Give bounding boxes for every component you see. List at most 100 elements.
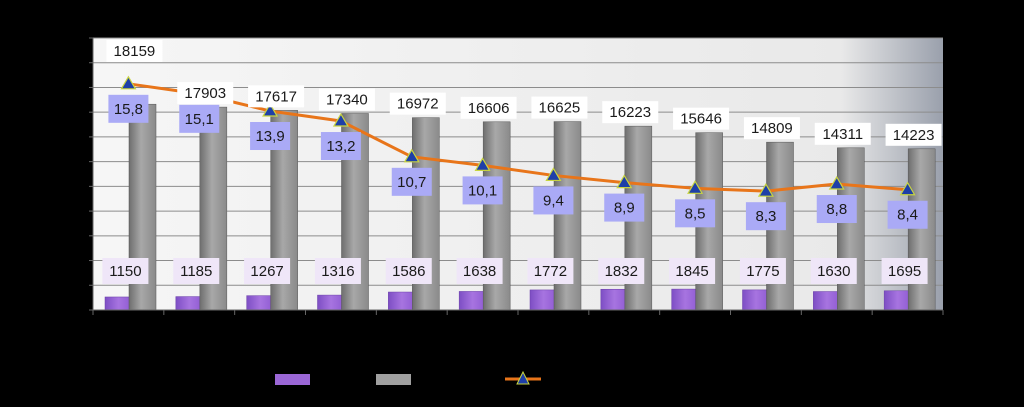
data-label-series-2-bg (531, 96, 588, 119)
line-marker (332, 112, 349, 127)
legend (275, 370, 541, 385)
data-label-series-2: 16223 (609, 104, 651, 121)
data-label-series-3: 10,1 (468, 182, 497, 199)
data-label-series-2: 14809 (751, 120, 793, 137)
plot-area (93, 38, 943, 310)
data-label-series-1: 1267 (250, 263, 283, 280)
data-label-series-2-bg (389, 92, 446, 115)
line-marker (757, 182, 774, 197)
data-label-series-3-bg (887, 200, 928, 229)
line-marker (545, 167, 562, 182)
line-series (120, 75, 916, 197)
data-label-series-2: 17617 (255, 88, 297, 105)
data-label-series-2-bg (743, 117, 800, 140)
data-label-series-1-bg (173, 258, 220, 284)
line-marker (687, 180, 704, 194)
data-label-series-1: 1775 (746, 263, 779, 280)
data-label-series-2-bg (885, 123, 942, 146)
data-label-series-3: 8,4 (897, 207, 918, 224)
data-label-series-2-bg (460, 96, 517, 119)
data-label-series-3-bg (108, 94, 149, 123)
bar-series-1 (246, 295, 274, 311)
bar-series-1 (388, 291, 416, 311)
bar-series-1 (883, 290, 912, 311)
bar-series-1 (175, 296, 204, 311)
data-label-series-1-bg (244, 258, 291, 284)
data-label-series-1-bg (385, 258, 432, 284)
data-label-series-3: 8,9 (614, 200, 635, 217)
data-label-series-2-bg (673, 107, 730, 130)
data-label-series-1: 1185 (180, 263, 212, 280)
data-label-series-3-bg (462, 176, 503, 205)
data-label-series-3-bg (179, 104, 220, 133)
bar-series-1 (742, 289, 770, 311)
line-marker (616, 174, 633, 189)
data-label-series-2: 16606 (468, 100, 510, 117)
data-label-series-1: 1638 (463, 263, 496, 280)
data-label-series-1: 1695 (888, 263, 921, 280)
data-label-series-1-bg (669, 258, 716, 284)
line-marker (899, 181, 916, 196)
data-label-series-3: 10,7 (397, 174, 426, 191)
data-label-series-2: 16972 (397, 96, 439, 113)
bar-series-1 (671, 288, 699, 311)
data-label-series-3: 8,5 (685, 205, 706, 222)
data-label-series-2: 17903 (184, 85, 226, 102)
data-label-series-2: 15646 (680, 111, 722, 128)
data-label-series-1-bg (881, 258, 928, 284)
data-label-series-3-bg (745, 202, 786, 231)
legend-swatch-series-1 (275, 374, 310, 385)
data-label-series-1-bg (810, 258, 857, 284)
bar-series-1 (600, 288, 629, 311)
data-label-series-3: 13,9 (255, 128, 284, 145)
data-label-series-3: 15,1 (185, 111, 214, 128)
data-label-series-2: 18159 (114, 43, 156, 60)
bar-series-2 (837, 147, 865, 311)
data-label-series-3-bg (533, 186, 574, 215)
legend-swatch-series-2 (376, 374, 411, 385)
legend-marker-series-3 (516, 370, 530, 385)
data-label-series-1: 1832 (605, 263, 638, 280)
line-marker (120, 75, 137, 90)
data-label-series-2-bg (602, 101, 659, 124)
data-label-series-2-bg (106, 40, 163, 62)
data-label-series-1-bg (598, 258, 645, 284)
data-label-series-3-bg (604, 193, 645, 222)
gridlines (93, 37, 943, 286)
data-label-series-3: 8,3 (755, 208, 776, 225)
data-label-series-1: 1150 (109, 263, 141, 280)
data-label-series-2-bg (814, 122, 871, 145)
line-marker (262, 102, 279, 117)
data-label-series-1-bg (739, 258, 786, 284)
data-label-series-2: 14311 (822, 126, 863, 143)
data-label-series-2-bg (318, 88, 375, 111)
line-marker (474, 157, 491, 172)
data-labels: 18159 17903 17617 17340 16972 16606 16625 16223… (102, 40, 942, 284)
data-label-series-2: 16625 (539, 100, 581, 117)
data-label-series-3-bg (250, 122, 291, 151)
line-series-path (128, 82, 908, 193)
data-label-series-2-bg (177, 82, 234, 105)
data-label-series-1-bg (102, 258, 149, 284)
data-label-series-1: 1630 (817, 263, 850, 280)
data-label-series-1-bg (527, 258, 574, 284)
data-label-series-3: 9,4 (543, 192, 564, 209)
data-label-series-3-bg (320, 132, 361, 161)
data-label-series-1: 1772 (534, 263, 567, 280)
data-label-series-1-bg (314, 258, 361, 284)
line-marker (828, 175, 845, 190)
bar-series-1 (317, 294, 345, 311)
line-marker (403, 148, 420, 163)
bar-series-1 (813, 291, 841, 311)
data-label-series-2: 14223 (893, 127, 935, 144)
data-label-series-3-bg (675, 199, 716, 228)
data-label-series-3: 15,8 (114, 101, 143, 118)
data-label-series-1: 1586 (392, 263, 425, 280)
bar-series-1 (458, 291, 487, 311)
axes (89, 37, 944, 315)
data-label-series-1: 1316 (321, 263, 354, 280)
data-label-series-1-bg (456, 258, 503, 284)
data-label-series-3-bg (816, 195, 857, 224)
data-label-series-2-bg (248, 85, 305, 108)
